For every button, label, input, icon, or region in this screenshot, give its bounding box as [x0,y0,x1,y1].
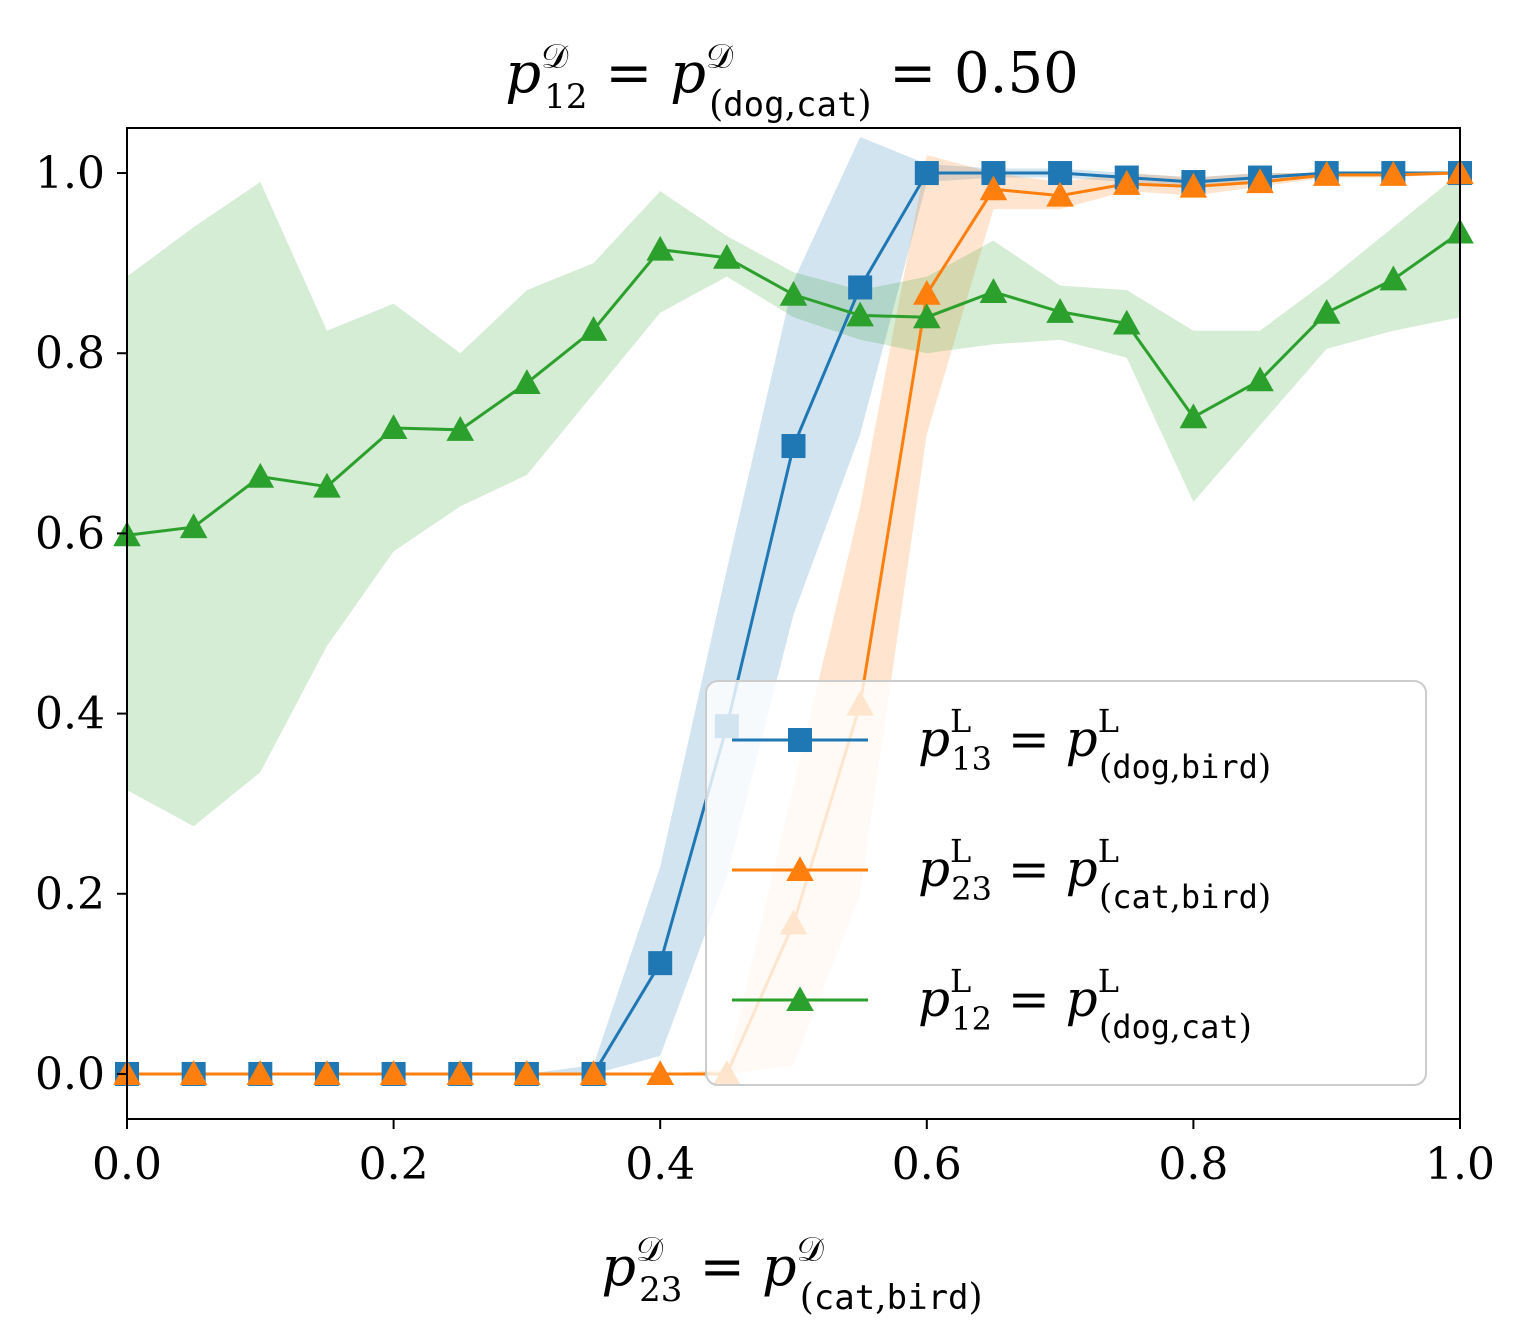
y-tick-label: 0.4 [35,689,105,740]
legend-entry-p23_cat_bird: pL 23 = pL (cat,bird) [732,832,1271,917]
p12_dog_cat-point [646,235,674,261]
y-tick-label: 1.0 [35,148,105,199]
p23_cat_bird-point [1179,172,1208,198]
p13_dog_bird-point [648,951,673,976]
legend-box [705,680,1427,1086]
p23_cat_bird-point [646,1060,674,1085]
p23_cat_bird-point [513,1060,541,1085]
p12_dog_cat-point [713,243,741,269]
p12_dog_cat-point [1312,298,1341,324]
plot-frame [126,127,1461,1120]
y-tick-label: 0.8 [35,328,105,379]
legend-entry-p13_dog_bird: pL 13 = pL (dog,bird) [732,702,1271,787]
p12_dog_cat-point [1246,366,1274,392]
legend-label: pL 13 = pL (dog,bird) [918,702,1271,787]
p12_dog_cat-point [1179,403,1208,429]
p12_dog_cat-band [127,173,1460,827]
x-tick-label: 0.0 [92,1139,162,1190]
p23_cat_bird-point [1312,161,1341,186]
p23_cat_bird-point [979,175,1008,201]
p23_cat_bird-point [1112,170,1141,195]
p12_dog_cat-point [579,316,608,341]
y-tick-label: 0.6 [35,508,105,559]
p23_cat_bird-point [579,1060,608,1085]
chart-title: p𝒟 12 = p𝒟 (dog,cat) = 0.50 [505,37,1078,125]
p23_cat_bird-point [179,1060,208,1085]
p12_dog_cat-point [446,416,475,441]
p23_cat_bird-point [446,1060,475,1085]
legend-marker [786,986,814,1012]
x-axis-ticks: 0.0 0.2 0.4 0.6 0.8 1.0 [92,1119,1495,1190]
p13_dog_bird-point [781,434,806,459]
legend-marker [786,856,814,882]
p13_dog_bird-band [127,137,1460,1074]
p12_dog_cat-point [179,513,208,539]
p13_dog_bird-point [848,275,873,300]
legend-label: pL 23 = pL (cat,bird) [918,832,1271,917]
p23_cat_bird-point [1046,181,1074,207]
p23_cat_bird-point [1379,161,1408,186]
legend-entry-p12_dog_cat: pL 12 = pL (dog,cat) [732,962,1252,1047]
legend-marker [788,728,812,752]
p12_dog_cat-point [1112,309,1141,335]
p23_cat_bird-point [313,1060,341,1085]
p12_dog_cat-point [846,301,874,327]
p12_dog_cat-point [513,369,541,394]
p12_dog_cat-point [1379,265,1408,291]
y-tick-label: 0.2 [35,869,105,920]
p13_dog_bird-point [1048,161,1073,186]
p12_dog_cat-point [913,303,941,329]
x-axis-label: p𝒟 23 = p𝒟 (cat,bird) [601,1230,982,1318]
p13_dog_bird-point [914,161,939,186]
p23_cat_bird-point [379,1060,408,1085]
p23_cat_bird-point [1246,168,1274,194]
y-tick-label: 0.0 [35,1049,105,1100]
p12_dog_cat-point [246,462,275,488]
x-tick-label: 0.6 [892,1139,962,1190]
p23_cat_bird-point [913,279,941,305]
legend-label: pL 12 = pL (dog,cat) [918,962,1252,1047]
x-tick-label: 1.0 [1425,1139,1495,1190]
p12_dog_cat-point [379,414,408,440]
x-tick-label: 0.4 [625,1139,695,1190]
p23_cat_bird-point [246,1060,275,1085]
legend: pL 13 = pL (dog,bird) pL 23 = pL (cat,bird) pL… [705,680,1427,1086]
series-markers [113,159,1474,1086]
p12_dog_cat-point [1046,297,1074,323]
p12_dog_cat-point [779,280,808,306]
x-tick-label: 0.2 [359,1139,429,1190]
p12_dog_cat-point [979,278,1008,304]
p12_dog_cat-point [313,472,341,498]
y-axis-ticks: 0.0 0.2 0.4 0.6 0.8 1.0 [35,148,127,1100]
x-tick-label: 0.8 [1158,1139,1228,1190]
